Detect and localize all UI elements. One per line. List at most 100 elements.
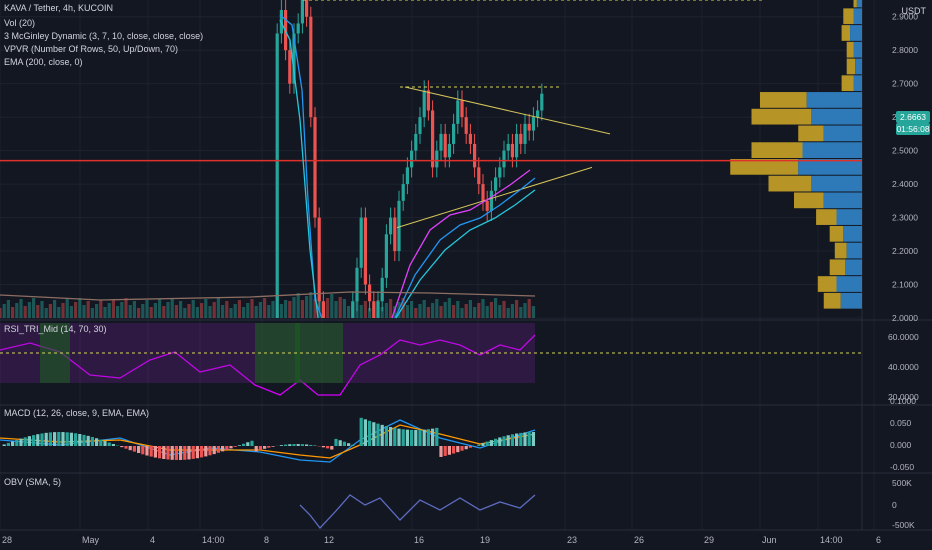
obv-tick-label: 500K [892,478,912,488]
volume-bar [132,301,136,318]
volume-bar [418,304,422,318]
macd-hist-bar [456,446,460,453]
macd-hist-bar [145,446,149,456]
vp-bar-up [811,108,862,125]
price-tick-label: 2.7000 [892,79,918,89]
time-tick-label: 6 [876,535,881,545]
signal-line [0,424,536,459]
time-tick-label: 16 [414,535,424,545]
volume-bar [233,304,237,318]
candle-body [305,0,309,17]
macd-hist-bar [494,438,498,446]
macd-hist-bar [212,446,216,455]
macd-hist-bar [389,427,393,446]
vp-bar-down [853,0,857,8]
candle-body [502,150,506,168]
macd-hist-bar [103,441,107,446]
candle-body [536,110,540,118]
legend-macd[interactable]: MACD (12, 26, close, 9, EMA, EMA) [4,408,150,418]
macd-hist-bar [11,441,15,446]
macd-hist-bar [128,446,132,451]
macd-hist-bar [347,443,351,446]
volume-bar [216,298,220,318]
volume-bar [468,300,472,318]
legend-rsi[interactable]: RSI_TRI_Mid (14, 70, 30) [4,324,107,334]
volume-bar [384,303,388,318]
volume-bar [494,298,498,318]
macd-hist-bar [99,439,103,446]
legend-obv[interactable]: OBV (SMA, 5) [4,477,62,487]
volume-bar [359,305,363,318]
volume-bar [506,308,510,318]
macd-hist-bar [363,419,367,446]
volume-bar [6,300,10,318]
vp-bar-down [846,41,854,58]
candle-body [359,217,363,268]
indicator-lines [0,0,862,530]
volume-bar [368,308,372,318]
vp-bar-down [751,142,803,158]
volume-bar [431,303,435,318]
macd-tick-label: 0.000 [890,440,912,450]
volume-bar [48,304,52,318]
price-tick-label: 2.1000 [892,280,918,290]
volume-bar [489,302,493,318]
macd-hist-bar [414,429,418,446]
legend-vol[interactable]: Vol (20) [4,18,36,28]
volume-bar [107,303,111,318]
macd-hist-bar [44,432,48,446]
macd-hist-bar [515,433,519,446]
macd-hist-bar [279,445,283,446]
macd-hist-bar [292,444,296,446]
volume-bar [263,298,267,318]
time-tick-label: 12 [324,535,334,545]
volume-bar [334,301,338,318]
volume-bar [330,294,334,318]
macd-hist-bar [426,429,430,446]
macd-hist-bar [393,427,397,446]
macd-line [0,419,536,463]
vp-bar-up [856,0,862,8]
volume-bar [510,304,514,318]
volume-bar [191,300,195,318]
volume-bar [405,305,409,318]
macd-hist-bar [36,434,40,446]
volume-bar [82,305,86,318]
volume-bar [78,298,82,318]
vp-bar-up [802,142,862,158]
legend-mcginley[interactable]: 3 McGinley Dynamic (3, 7, 10, close, clo… [4,31,204,41]
macd-hist-bar [107,442,111,446]
macd-hist-bar [90,437,94,446]
volume-bar [410,301,414,318]
volume-bar [473,307,477,318]
vp-bar-up [853,75,862,92]
volume-bar [212,302,216,318]
mcginley-cyan [279,19,319,319]
volume-bar [389,299,393,318]
legend-ema[interactable]: EMA (200, close, 0) [4,57,83,67]
vp-bar-down [760,92,807,108]
vp-bar-down [794,192,824,209]
time-tick-label: 28 [2,535,12,545]
volume-bar [27,302,31,318]
volume-bar [170,298,174,318]
macd-hist-bar [57,432,61,446]
volume-bar [435,299,439,318]
volume-bar [481,299,485,318]
vp-bar-down [823,292,841,309]
candle-body [393,217,397,252]
volume-bar [120,302,124,318]
vp-bar-up [845,259,862,276]
time-tick-label: 19 [480,535,490,545]
macd-hist-bar [237,445,241,446]
macd-hist-bar [162,446,166,460]
macd-hist-bar [452,446,456,454]
legend-vpvr[interactable]: VPVR (Number Of Rows, 50, Up/Down, 70) [4,44,179,54]
volume-bar [279,304,283,318]
candle-body [292,33,296,84]
countdown-tag: 01:56:08 [896,123,930,135]
vp-bar-down [841,75,854,92]
macd-hist-bar [250,440,254,446]
volume-bar [292,297,296,318]
